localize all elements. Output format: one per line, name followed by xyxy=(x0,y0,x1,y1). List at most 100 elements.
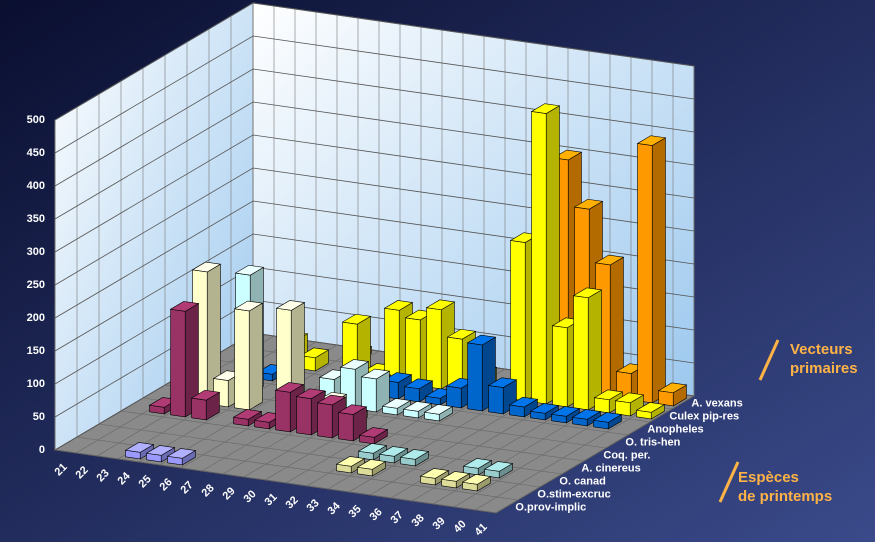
bar-front xyxy=(510,240,526,402)
annotation-slash xyxy=(718,461,740,503)
bar xyxy=(190,389,221,421)
bar-top xyxy=(399,449,430,460)
bar-front xyxy=(446,385,462,409)
y-tick-label: 350 xyxy=(27,213,45,225)
bar-top xyxy=(529,403,560,414)
bar-top xyxy=(378,446,409,457)
bar-top xyxy=(124,442,155,453)
bar-top xyxy=(636,135,667,146)
bar-front xyxy=(296,396,312,436)
bar-top xyxy=(234,264,265,276)
bar xyxy=(145,445,176,463)
y-tick-label: 150 xyxy=(27,345,45,357)
bar-side xyxy=(651,137,666,404)
bar xyxy=(378,446,409,464)
floor-grid xyxy=(54,449,497,514)
bar-top xyxy=(461,474,492,485)
bar-top xyxy=(552,149,583,161)
bar-top xyxy=(466,334,497,346)
bar xyxy=(550,406,581,424)
bar-top xyxy=(356,459,387,470)
bar-front xyxy=(658,390,674,407)
series-label: A. cinereus xyxy=(581,463,640,475)
bar xyxy=(403,378,434,403)
bar xyxy=(572,287,603,411)
annotation: primaires xyxy=(790,360,858,377)
bar xyxy=(169,301,200,418)
bar-front xyxy=(467,342,483,412)
bar-top xyxy=(440,471,471,482)
bar-top xyxy=(295,388,326,399)
bar-top xyxy=(274,382,305,393)
bar-top xyxy=(337,404,368,415)
bar-top xyxy=(571,409,602,420)
annotation: Vecteurs xyxy=(790,341,853,358)
y-tick-label: 100 xyxy=(27,378,45,390)
series-label: Culex pip-res xyxy=(669,411,739,423)
bar-top xyxy=(381,398,412,409)
bar-top xyxy=(573,198,604,210)
bar-front xyxy=(275,389,291,433)
bar-front xyxy=(573,295,589,411)
bar xyxy=(358,427,389,445)
bar-side xyxy=(248,302,263,411)
bar-top xyxy=(419,468,450,479)
y-tick-label: 300 xyxy=(27,246,45,258)
annotation: Espèces xyxy=(738,469,799,486)
bar-top xyxy=(423,404,454,415)
bar xyxy=(462,458,493,476)
annotation: de printemps xyxy=(738,488,832,505)
bar-top xyxy=(592,412,623,423)
bar-top xyxy=(446,328,477,340)
y-tick-label: 450 xyxy=(27,147,45,159)
floor-grid xyxy=(495,395,695,514)
bar-top xyxy=(233,300,264,312)
bar xyxy=(166,448,197,466)
bar xyxy=(419,468,450,486)
bar-top xyxy=(383,300,414,311)
bar xyxy=(124,442,155,460)
bar xyxy=(529,403,560,421)
bar-front xyxy=(317,402,333,439)
y-tick-label: 250 xyxy=(27,279,45,291)
series-label: O. tris-hen xyxy=(625,437,680,449)
bar xyxy=(357,443,388,461)
bar-front xyxy=(531,111,547,405)
y-tick-label: 50 xyxy=(33,411,45,423)
bar-top xyxy=(508,396,539,408)
bar-top xyxy=(191,261,222,273)
bar-top xyxy=(299,347,330,359)
bar-top xyxy=(594,254,625,266)
bar-front xyxy=(234,308,250,411)
grid-line xyxy=(54,35,695,154)
bar-top xyxy=(462,458,493,469)
series-label: O. canad xyxy=(559,476,605,488)
series-label: O.prov-implic xyxy=(515,502,586,514)
bar xyxy=(461,474,492,492)
bar xyxy=(402,401,433,419)
bar-top xyxy=(166,448,197,459)
bar-front xyxy=(191,397,207,421)
bar xyxy=(636,135,667,404)
y-tick-label: 200 xyxy=(27,312,45,324)
bar-top xyxy=(572,287,603,299)
bar-top xyxy=(382,372,413,383)
y-tick-label: 400 xyxy=(27,180,45,192)
bar-top xyxy=(425,299,456,311)
bar xyxy=(592,412,623,430)
bar xyxy=(487,377,518,415)
bar-top xyxy=(190,389,221,401)
bar xyxy=(233,300,264,411)
bar xyxy=(440,471,471,489)
bar-top xyxy=(335,456,366,467)
bar xyxy=(360,368,391,413)
bar xyxy=(337,404,368,442)
bar xyxy=(356,459,387,477)
grid-line xyxy=(54,2,695,121)
bar-top xyxy=(593,389,624,401)
series-label: Coq. per. xyxy=(603,450,650,462)
bar-front xyxy=(404,386,420,403)
bar xyxy=(571,409,602,427)
floor-grid xyxy=(159,347,359,466)
